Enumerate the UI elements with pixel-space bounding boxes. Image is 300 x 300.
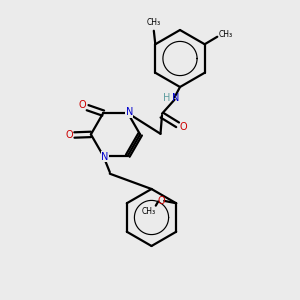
Text: H: H <box>164 93 171 103</box>
Text: O: O <box>78 100 86 110</box>
Text: O: O <box>180 122 188 132</box>
Text: N: N <box>126 107 133 117</box>
Text: N: N <box>172 93 180 103</box>
Text: CH₃: CH₃ <box>219 30 233 39</box>
Text: N: N <box>101 152 108 162</box>
Text: CH₃: CH₃ <box>141 207 155 216</box>
Text: O: O <box>158 196 165 206</box>
Text: CH₃: CH₃ <box>147 18 161 27</box>
Text: O: O <box>65 130 73 140</box>
